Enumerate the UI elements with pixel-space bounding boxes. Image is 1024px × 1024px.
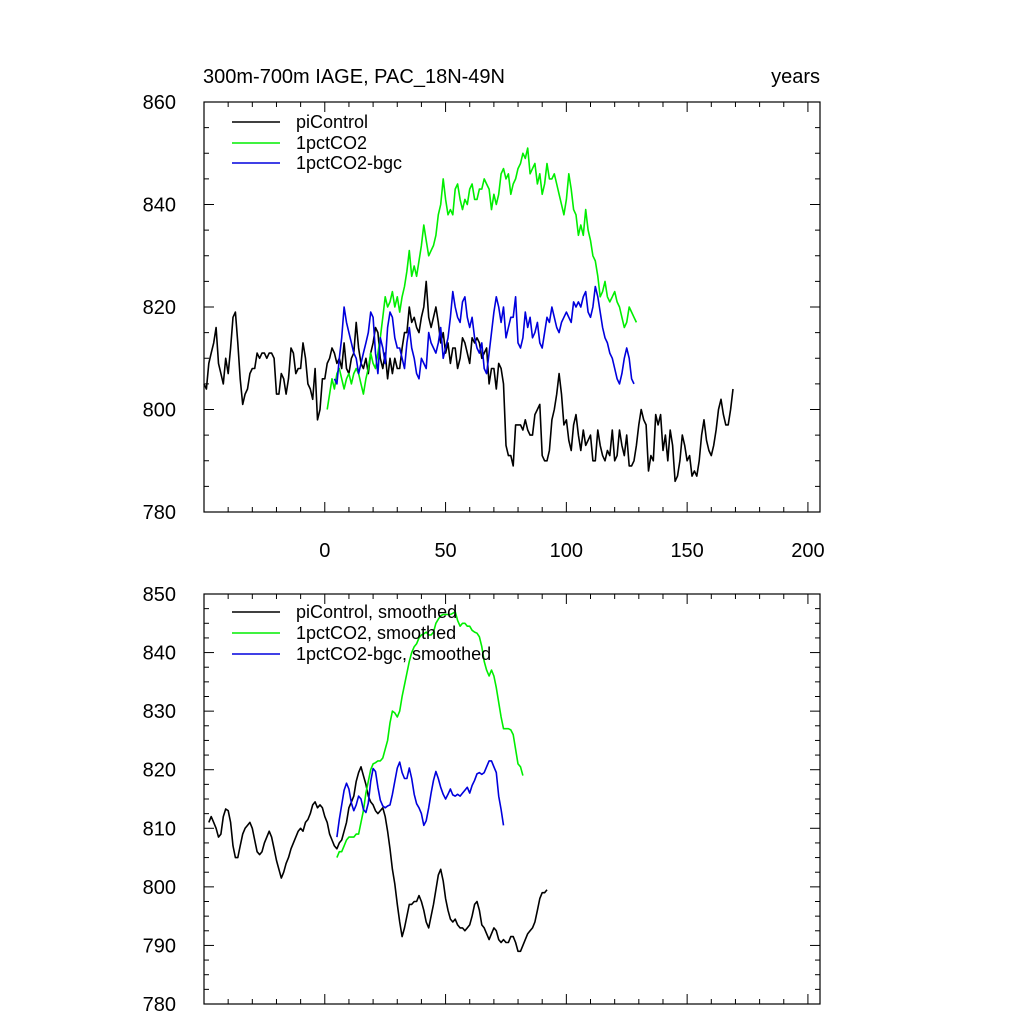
series-line-1pctco2-smoothed — [336, 610, 524, 858]
y-tick-label: 790 — [143, 935, 176, 957]
bottom-axes: 780 790 800 810 820 830 840 850 — [143, 584, 821, 1016]
y-tick-label: 840 — [143, 195, 176, 217]
x-tick-label: 200 — [791, 540, 824, 562]
legend-label-1pctco2-bgc: 1pctCO2-bgc — [296, 153, 402, 173]
x-tick-label: 100 — [550, 540, 583, 562]
y-tick-label: 810 — [143, 818, 176, 840]
units-label: years — [771, 66, 820, 88]
top-axes: 780 800 820 840 860 0 50 100 150 200 — [143, 92, 825, 562]
legend-label-1pctco2-bgc-smoothed: 1pctCO2-bgc, smoothed — [296, 644, 491, 664]
series-line-picontrol-smoothed — [208, 765, 548, 953]
series-line-1pctco2 — [326, 147, 638, 410]
bottom-series — [208, 610, 548, 953]
y-tick-label: 840 — [143, 643, 176, 665]
legend-label-picontrol-smoothed: piControl, smoothed — [296, 602, 457, 622]
y-tick-label: 780 — [143, 502, 176, 524]
y-tick-label: 800 — [143, 400, 176, 422]
legend-label-1pctco2: 1pctCO2 — [296, 133, 367, 153]
top-panel: 300m-700m IAGE, PAC_18N-49N years 780 800… — [143, 66, 825, 562]
x-tick-label: 0 — [319, 540, 330, 562]
series-line-picontrol — [203, 280, 734, 483]
series-line-1pctco2-bgc — [333, 285, 635, 385]
bottom-legend: piControl, smoothed 1pctCO2, smoothed 1p… — [232, 602, 491, 664]
y-tick-label: 820 — [143, 760, 176, 782]
y-tick-label: 830 — [143, 701, 176, 723]
bottom-panel: 780 790 800 810 820 830 840 850 piControl, smoo… — [143, 584, 821, 1016]
series-line-1pctco2-bgc-smoothed — [336, 760, 505, 838]
x-tick-label: 150 — [670, 540, 703, 562]
top-legend: piControl 1pctCO2 1pctCO2-bgc — [232, 112, 402, 173]
y-tick-label: 860 — [143, 92, 176, 114]
legend-label-1pctco2-smoothed: 1pctCO2, smoothed — [296, 623, 456, 643]
x-tick-label: 50 — [434, 540, 456, 562]
y-tick-label: 780 — [143, 994, 176, 1016]
top-series — [203, 147, 734, 483]
y-tick-label: 850 — [143, 584, 176, 606]
y-tick-label: 800 — [143, 877, 176, 899]
y-tick-label: 820 — [143, 297, 176, 319]
chart-title: 300m-700m IAGE, PAC_18N-49N — [203, 66, 505, 88]
legend-label-picontrol: piControl — [296, 112, 368, 132]
